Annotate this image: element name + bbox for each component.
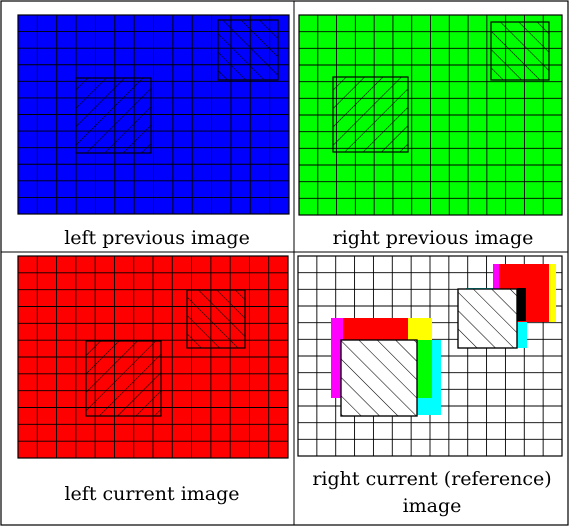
right-previous-square-a [332,76,409,153]
panel-left-previous: left previous image [17,14,290,249]
left-current-caption: left current image [64,483,239,505]
band-magenta-left [331,318,343,398]
right-current-caption-line2: image [403,495,462,517]
left-current-square-b [186,289,246,349]
band-green-right [417,340,432,398]
band-yellow-top [408,318,432,340]
left-previous-square-b [217,19,279,81]
band-black-upper [517,288,526,321]
band-red-top [343,318,408,340]
band-magenta-upper [493,264,499,290]
panel-left-current: left current image [17,255,289,505]
right-current-square-b-hatch [457,288,518,349]
right-previous-caption: right previous image [333,227,534,249]
left-previous-square-a [75,77,152,154]
panel-right-previous: right previous image [298,14,563,249]
right-current-caption-line1: right current (reference) [312,468,551,490]
panel-right-current-reference: right current (reference) image [297,255,563,517]
right-current-square-a-hatch [340,339,418,417]
left-current-square-a [85,340,162,417]
right-previous-square-b [490,21,550,81]
band-yellow-upper [549,264,556,322]
left-previous-caption: left previous image [64,227,250,249]
